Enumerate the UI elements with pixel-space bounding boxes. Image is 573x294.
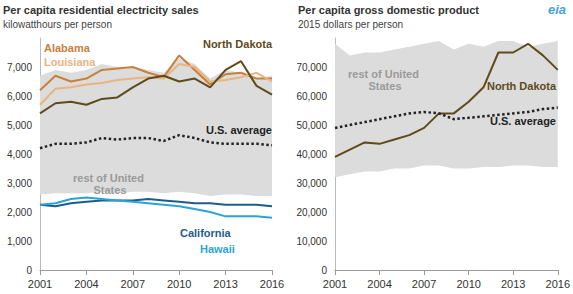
svg-text:States: States xyxy=(368,80,401,92)
svg-text:0: 0 xyxy=(321,265,327,276)
svg-text:4,000: 4,000 xyxy=(7,149,32,160)
svg-text:2,000: 2,000 xyxy=(7,207,32,218)
svg-text:3,000: 3,000 xyxy=(7,178,32,189)
svg-text:Per capita gross domestic prod: Per capita gross domestic product xyxy=(298,4,479,16)
svg-text:2013: 2013 xyxy=(501,278,525,290)
svg-text:2007: 2007 xyxy=(121,278,145,290)
svg-text:Per capita residential electri: Per capita residential electricity sales xyxy=(3,4,199,16)
svg-text:50,000: 50,000 xyxy=(296,120,327,131)
svg-text:2007: 2007 xyxy=(412,278,436,290)
svg-text:U.S. average: U.S. average xyxy=(490,115,556,127)
svg-text:40,000: 40,000 xyxy=(296,149,327,160)
svg-text:rest of United: rest of United xyxy=(348,68,422,80)
svg-text:eia: eia xyxy=(548,2,566,17)
svg-text:1,000: 1,000 xyxy=(7,236,32,247)
svg-text:States: States xyxy=(93,184,126,196)
svg-text:7,000: 7,000 xyxy=(7,62,32,73)
svg-text:2004: 2004 xyxy=(367,278,391,290)
svg-text:2013: 2013 xyxy=(213,278,237,290)
svg-text:North Dakota: North Dakota xyxy=(203,38,273,50)
svg-text:70,000: 70,000 xyxy=(296,62,327,73)
svg-text:rest of United: rest of United xyxy=(73,172,147,184)
svg-text:2001: 2001 xyxy=(28,278,52,290)
svg-text:0: 0 xyxy=(26,265,32,276)
svg-text:2010: 2010 xyxy=(167,278,191,290)
svg-text:60,000: 60,000 xyxy=(296,91,327,102)
svg-text:2004: 2004 xyxy=(74,278,98,290)
svg-text:10,000: 10,000 xyxy=(296,236,327,247)
svg-text:2016: 2016 xyxy=(546,278,570,290)
svg-text:Alabama: Alabama xyxy=(44,42,91,54)
svg-text:Louisiana: Louisiana xyxy=(44,56,96,68)
svg-text:5,000: 5,000 xyxy=(7,120,32,131)
svg-text:2001: 2001 xyxy=(323,278,347,290)
svg-text:2015 dollars per person: 2015 dollars per person xyxy=(298,19,403,30)
svg-text:California: California xyxy=(180,227,232,239)
svg-text:20,000: 20,000 xyxy=(296,207,327,218)
svg-text:Hawaii: Hawaii xyxy=(200,243,235,255)
svg-text:2016: 2016 xyxy=(260,278,284,290)
svg-text:U.S. average: U.S. average xyxy=(206,124,272,136)
svg-text:30,000: 30,000 xyxy=(296,178,327,189)
svg-text:2010: 2010 xyxy=(456,278,480,290)
svg-text:kilowatthours per person: kilowatthours per person xyxy=(3,19,112,30)
svg-text:North Dakota: North Dakota xyxy=(487,80,557,92)
svg-text:6,000: 6,000 xyxy=(7,91,32,102)
